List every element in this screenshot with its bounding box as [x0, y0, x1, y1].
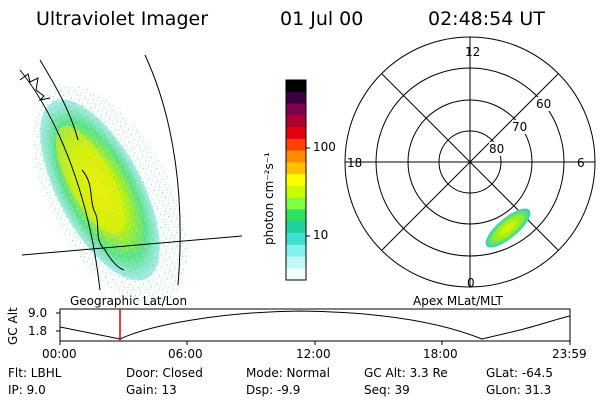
altitude-xtick-0600: 06:00: [168, 347, 203, 361]
info-filter: Flt: LBHL: [8, 366, 62, 380]
colorbar-segment: [286, 174, 306, 187]
colorbar-segment: [286, 185, 306, 199]
colorbar-tick-10: 10: [313, 228, 329, 242]
colorbar-segment: [286, 232, 306, 246]
mlat-label-80: 80: [489, 142, 505, 156]
colorbar-segment: [286, 115, 306, 128]
polar-panel-label: Apex MLat/MLT: [413, 294, 503, 308]
mlt-label-0: 0: [467, 276, 475, 290]
mlt-label-12: 12: [465, 45, 481, 59]
altitude-ylabel: GC Alt: [6, 307, 20, 345]
info-mode: Mode: Normal: [246, 366, 330, 380]
polar-plot: [344, 36, 596, 288]
colorbar-segment: [286, 150, 306, 163]
colorbar-segment: [286, 256, 306, 269]
colorbar-segment: [286, 80, 306, 93]
info-dsp: Dsp: -9.9: [246, 383, 301, 397]
mlat-label-70: 70: [512, 120, 528, 134]
colorbar-tick-100: 100: [313, 140, 336, 154]
colorbar-unit-label: photon cm⁻²s⁻¹: [262, 152, 276, 245]
altitude-xtick-2359: 23:59: [552, 347, 587, 361]
altitude-xtick-0000: 00:00: [42, 347, 77, 361]
info-gc-alt: GC Alt: 3.3 Re: [364, 366, 448, 380]
colorbar-segment: [286, 209, 306, 222]
info-gain: Gain: 13: [126, 383, 177, 397]
coastline: [19, 73, 125, 271]
info-ip: IP: 9.0: [8, 383, 46, 397]
altitude-xtick-1200: 12:00: [296, 347, 331, 361]
geo-panel-label: Geographic Lat/Lon: [70, 294, 188, 308]
colorbar-segment: [286, 127, 306, 140]
colorbar-segment: [286, 197, 306, 210]
altitude-xtick-1800: 18:00: [423, 347, 458, 361]
altitude-plot: [56, 308, 571, 345]
geo-grid: [19, 54, 243, 291]
app-title: Ultraviolet Imager: [36, 8, 209, 30]
altitude-ytick-1-8: 1.8: [28, 324, 48, 338]
mlt-label-18: 18: [347, 156, 363, 170]
date-label: 01 Jul 00: [280, 8, 364, 30]
colorbar-segment: [286, 91, 306, 105]
info-glon: GLon: 31.3: [486, 383, 552, 397]
polar-aurora-image: [485, 208, 531, 248]
geo-aurora-image: [32, 85, 188, 305]
colorbar-segment: [286, 162, 306, 175]
colorbar: [286, 80, 306, 281]
colorbar-segment: [286, 221, 306, 234]
info-door: Door: Closed: [126, 366, 203, 380]
colorbar-segment: [286, 138, 306, 152]
colorbar-segment: [286, 268, 306, 281]
colorbar-segment: [286, 244, 306, 257]
mlat-label-60: 60: [536, 97, 552, 111]
colorbar-frame: [285, 79, 307, 281]
time-label: 02:48:54 UT: [428, 8, 545, 30]
mlt-label-6: 6: [577, 156, 585, 170]
info-glat: GLat: -64.5: [486, 366, 553, 380]
colorbar-segment: [286, 103, 306, 116]
altitude-ytick-9: 9.0: [28, 306, 48, 320]
info-seq: Seq: 39: [364, 383, 410, 397]
